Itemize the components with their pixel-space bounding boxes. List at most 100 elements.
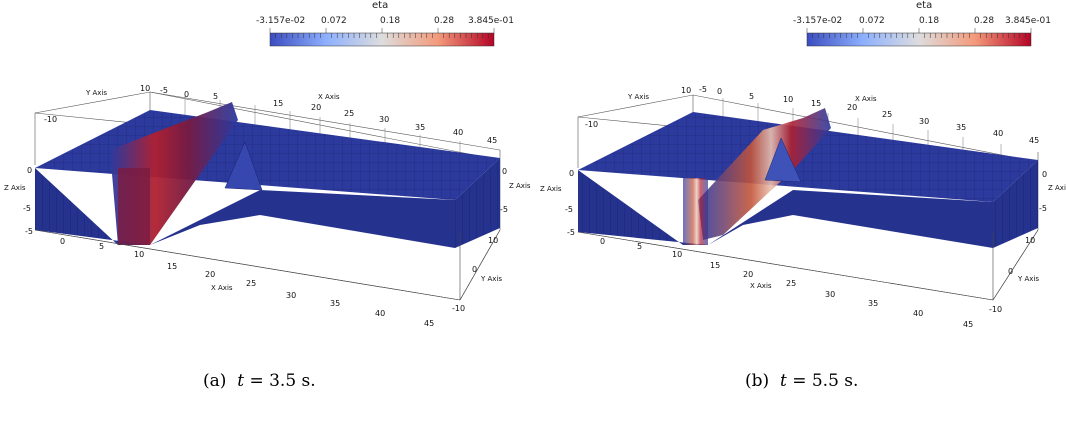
obstacle-bump: [224, 141, 263, 191]
tick: 20: [311, 103, 321, 112]
colorbar-label-3: 0.28: [434, 16, 455, 26]
tick: -5: [500, 205, 508, 214]
side-face: [455, 158, 500, 248]
tick: 10: [134, 250, 144, 259]
tick: 10: [681, 86, 691, 95]
front-face-right: [708, 190, 993, 248]
tick: -5: [565, 205, 573, 214]
x-axis-label-bottom: X Axis: [750, 282, 772, 290]
surface-plot-a: Y Axis X Axis Z Axis Z Axis X Axis Y Axi…: [4, 28, 531, 328]
tick: -10: [585, 120, 598, 129]
tick: 0: [184, 90, 189, 99]
front-face-left: [35, 168, 150, 245]
obstacle-bump: [764, 137, 802, 183]
caption-a: (a) t = 3.5 s.: [203, 371, 316, 391]
z-axis-label-left: Z Axis: [4, 184, 26, 192]
tick: 10: [488, 236, 498, 245]
tick: -5: [23, 204, 31, 213]
tick: 25: [882, 110, 892, 119]
tick: 40: [993, 129, 1003, 138]
tick: 40: [913, 309, 923, 318]
front-face-left: [578, 170, 708, 245]
tick: -5: [699, 85, 707, 94]
tick: 5: [99, 242, 104, 251]
tick: 40: [375, 309, 385, 318]
colorbar-label-min: -3.157e-02: [793, 16, 843, 26]
tick: 0: [717, 87, 722, 96]
colorbar-label-1: 0.072: [321, 16, 347, 26]
tick: 10: [1025, 236, 1035, 245]
tick: 0: [472, 265, 477, 274]
x-axis-label-bottom: X Axis: [211, 284, 233, 292]
tick: 5: [213, 92, 218, 101]
x-axis-label-top: X Axis: [855, 95, 877, 103]
tick: 0: [60, 237, 65, 246]
tick: 0: [1008, 267, 1013, 276]
tick: 30: [379, 115, 389, 124]
tick: 45: [1029, 136, 1039, 145]
colorbar-ticks: [806, 28, 1032, 38]
tick: -5: [25, 227, 33, 236]
tick: -10: [44, 115, 57, 124]
colorbar-label-3: 0.28: [974, 16, 995, 26]
tick: 35: [956, 123, 966, 132]
tick: 45: [424, 319, 434, 328]
wave-crest: [698, 108, 831, 240]
crest-face: [118, 168, 150, 245]
tick: 20: [847, 103, 857, 112]
tick: 5: [749, 92, 754, 101]
tick: 35: [868, 299, 878, 308]
water-surface: [35, 110, 500, 200]
x-axis-label-top: X Axis: [318, 93, 340, 101]
front-axes: [577, 229, 1039, 301]
water-surface: [578, 112, 1038, 202]
tick: 15: [710, 261, 720, 270]
tick: 10: [783, 95, 793, 104]
tick: 30: [919, 117, 929, 126]
tick: -5: [160, 86, 168, 95]
tick: 0: [600, 237, 605, 246]
colorbar-ticks: [269, 28, 495, 38]
tick: 40: [453, 128, 463, 137]
surface-plot-b: Y Axis X Axis Z Axis Z Axis X Axis Y Axi…: [540, 28, 1066, 329]
tick: 35: [330, 299, 340, 308]
y-axis-label-top: Y Axis: [627, 93, 649, 101]
panel-a: eta: [4, 0, 531, 391]
tick: -5: [1039, 204, 1047, 213]
colorbar-label-max: 3.845e-01: [468, 16, 515, 26]
crest-face: [683, 178, 708, 245]
tick: 20: [743, 270, 753, 279]
tick: 30: [825, 290, 835, 299]
tick: 0: [1042, 170, 1047, 179]
z-axis-label-right: Z Axis: [509, 182, 531, 190]
panel-b: eta: [533, 0, 1066, 423]
tick: 15: [167, 262, 177, 271]
y-axis-label-bottom: Y Axis: [480, 275, 502, 283]
tick: 15: [273, 99, 283, 108]
tick: 25: [786, 279, 796, 288]
tick: -10: [989, 305, 1002, 314]
colorbar-label-1: 0.072: [859, 16, 885, 26]
front-face-right: [150, 190, 455, 248]
z-axis-label-right: Z Axis: [1048, 184, 1066, 192]
colorbar-label-max: 3.845e-01: [1005, 16, 1052, 26]
y-axis-label-top: Y Axis: [85, 89, 107, 97]
side-face: [993, 160, 1038, 248]
tick: 30: [286, 291, 296, 300]
tick: 15: [811, 99, 821, 108]
colorbar-title: eta: [916, 0, 933, 11]
tick: 20: [205, 270, 215, 279]
z-axis-label-left: Z Axis: [540, 185, 562, 193]
y-axis-label-bottom: Y Axis: [1017, 275, 1039, 283]
tick: 0: [569, 169, 574, 178]
caption-b: (b) t = 5.5 s.: [745, 371, 859, 391]
tick: 45: [963, 320, 973, 329]
tick: 45: [487, 136, 497, 145]
tick: 25: [246, 279, 256, 288]
tick: -5: [567, 228, 575, 237]
tick: 0: [27, 166, 32, 175]
colorbar-label-2: 0.18: [380, 16, 401, 26]
colorbar-label-min: -3.157e-02: [256, 16, 306, 26]
tick: 10: [140, 84, 150, 93]
tick: -10: [452, 304, 465, 313]
